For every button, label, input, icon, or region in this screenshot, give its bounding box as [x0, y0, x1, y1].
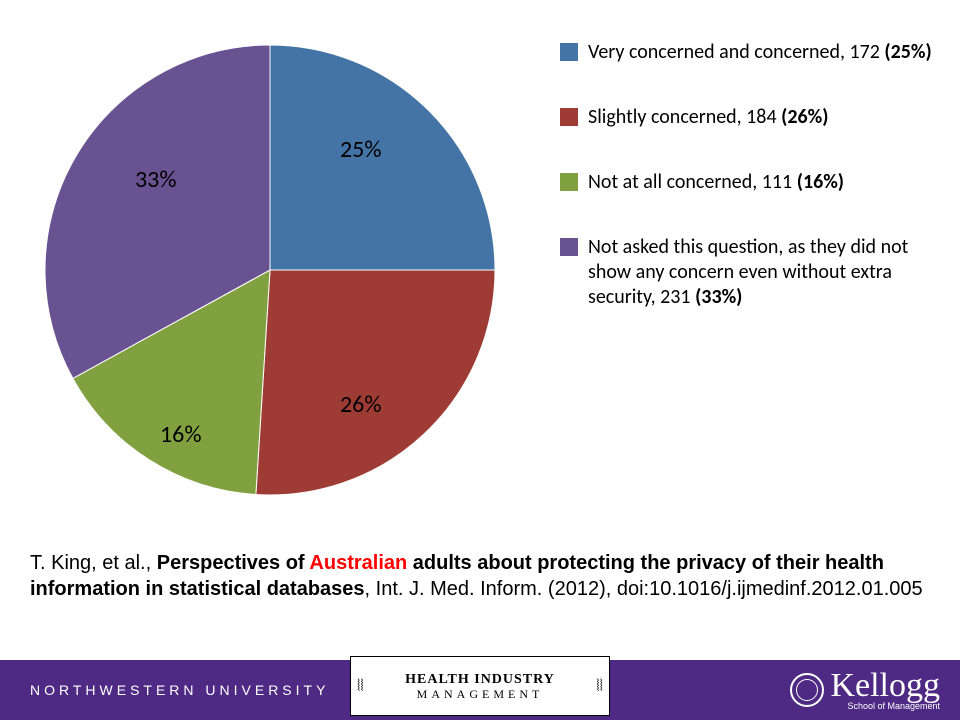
pie-slice-label: 33% [135, 165, 176, 194]
citation-journal: , Int. J. Med. Inform. (2012), doi:10.10… [365, 578, 923, 600]
dna-icon: ⦚⦚ [596, 676, 603, 696]
citation-title-highlight: Australian [309, 552, 407, 574]
dna-icon: ⦚⦚ [357, 676, 364, 696]
pie-chart: 25% 26% 16% 33% [40, 40, 500, 500]
kellogg-subtitle: School of Management [830, 701, 940, 711]
pie-slice-label: 26% [340, 390, 381, 419]
legend-item: Slightly concerned, 184 (26%) [560, 105, 940, 130]
citation-text: T. King, et al., Perspectives of Austral… [30, 550, 930, 602]
citation-title-pre: Perspectives of [157, 552, 310, 574]
chart-legend: Very concerned and concerned, 172 (25%) S… [560, 40, 940, 350]
pie-slice [256, 270, 495, 495]
northwestern-wordmark: NORTHWESTERN UNIVERSITY [30, 682, 329, 698]
kellogg-wordmark: Kellogg [830, 669, 940, 703]
legend-swatch [560, 43, 578, 61]
legend-swatch [560, 238, 578, 256]
legend-item: Very concerned and concerned, 172 (25%) [560, 40, 940, 65]
health-industry-management-badge: ⦚⦚ HEALTH INDUSTRY MANAGEMENT ⦚⦚ [350, 656, 610, 716]
legend-item: Not at all concerned, 111 (16%) [560, 170, 940, 195]
legend-swatch [560, 108, 578, 126]
him-line2: MANAGEMENT [417, 688, 544, 700]
legend-label: Very concerned and concerned, 172 (25%) [588, 40, 932, 65]
slide-root: 25% 26% 16% 33% Very concerned and concerne… [0, 0, 960, 720]
him-line1: HEALTH INDUSTRY [405, 673, 555, 687]
legend-label: Slightly concerned, 184 (26%) [588, 105, 828, 130]
kellogg-seal-icon [790, 673, 824, 707]
legend-swatch [560, 173, 578, 191]
pie-slice [270, 45, 495, 270]
pie-slice-label: 16% [160, 420, 201, 449]
chart-area: 25% 26% 16% 33% Very concerned and concerne… [0, 0, 960, 550]
legend-item: Not asked this question, as they did not… [560, 235, 940, 310]
citation-prefix: T. King, et al., [30, 552, 157, 574]
legend-label: Not at all concerned, 111 (16%) [588, 170, 844, 195]
footer-bar: NORTHWESTERN UNIVERSITY ⦚⦚ HEALTH INDUST… [0, 660, 960, 720]
legend-label: Not asked this question, as they did not… [588, 235, 940, 310]
kellogg-logo: Kellogg School of Management [790, 660, 940, 720]
pie-slice-label: 25% [340, 135, 381, 164]
